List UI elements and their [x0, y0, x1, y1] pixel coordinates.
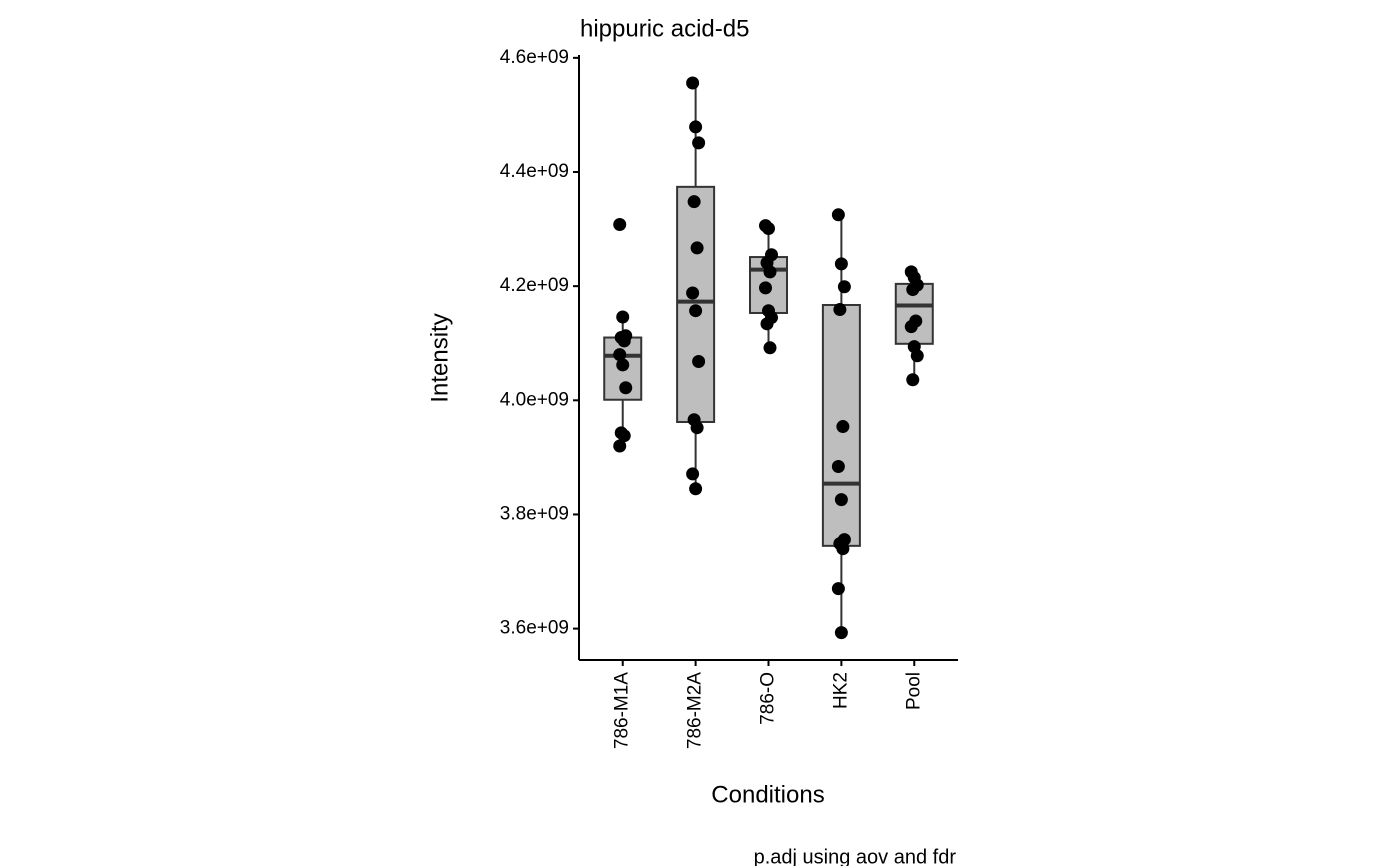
data-point: [686, 76, 700, 90]
data-point: [831, 582, 845, 596]
data-point: [613, 439, 627, 453]
data-point: [692, 136, 706, 150]
caption: p.adj using aov and fdr: [754, 846, 957, 866]
data-point: [760, 317, 774, 331]
data-point: [616, 310, 630, 324]
data-point: [687, 195, 701, 209]
x-tick-label: 786-M1A: [612, 672, 633, 749]
x-tick-label: Pool: [903, 672, 924, 710]
data-point: [834, 493, 848, 507]
data-point: [833, 303, 847, 317]
data-point: [613, 218, 627, 232]
data-point: [834, 626, 848, 640]
data-point: [836, 420, 850, 434]
data-point: [689, 120, 703, 134]
data-point: [689, 482, 703, 496]
data-point: [834, 257, 848, 271]
y-tick-label: 4.6e+09: [500, 47, 569, 68]
chart-title: hippuric acid-d5: [580, 15, 749, 42]
y-tick-label: 4.0e+09: [500, 389, 569, 410]
y-axis-label: Intensity: [426, 313, 453, 402]
data-point: [686, 467, 700, 481]
data-point: [690, 241, 704, 255]
data-point: [831, 460, 845, 474]
data-point: [763, 341, 777, 355]
data-point: [613, 348, 627, 362]
data-point: [906, 283, 920, 297]
data-point: [690, 421, 704, 435]
data-point: [831, 208, 845, 222]
data-point: [686, 286, 700, 300]
data-point: [759, 281, 772, 295]
data-point: [619, 381, 633, 395]
data-point: [904, 320, 918, 334]
data-point: [616, 358, 630, 372]
y-tick-label: 4.4e+09: [500, 161, 569, 182]
x-tick-label: HK2: [830, 672, 851, 709]
data-point: [836, 542, 850, 556]
y-tick-label: 3.8e+09: [500, 503, 569, 524]
x-axis-label: Conditions: [711, 781, 824, 808]
data-point: [837, 280, 851, 294]
y-tick-label: 4.2e+09: [500, 275, 569, 296]
data-point: [617, 334, 631, 348]
x-tick-label: 786-M2A: [685, 672, 706, 749]
data-point: [762, 222, 775, 236]
data-point: [910, 349, 924, 363]
data-point: [692, 354, 706, 368]
data-point: [763, 265, 777, 279]
y-tick-label: 3.6e+09: [500, 618, 569, 639]
data-point: [689, 304, 703, 318]
x-tick-label: 786-O: [758, 672, 779, 725]
data-point: [906, 373, 920, 387]
data-point: [617, 429, 631, 443]
